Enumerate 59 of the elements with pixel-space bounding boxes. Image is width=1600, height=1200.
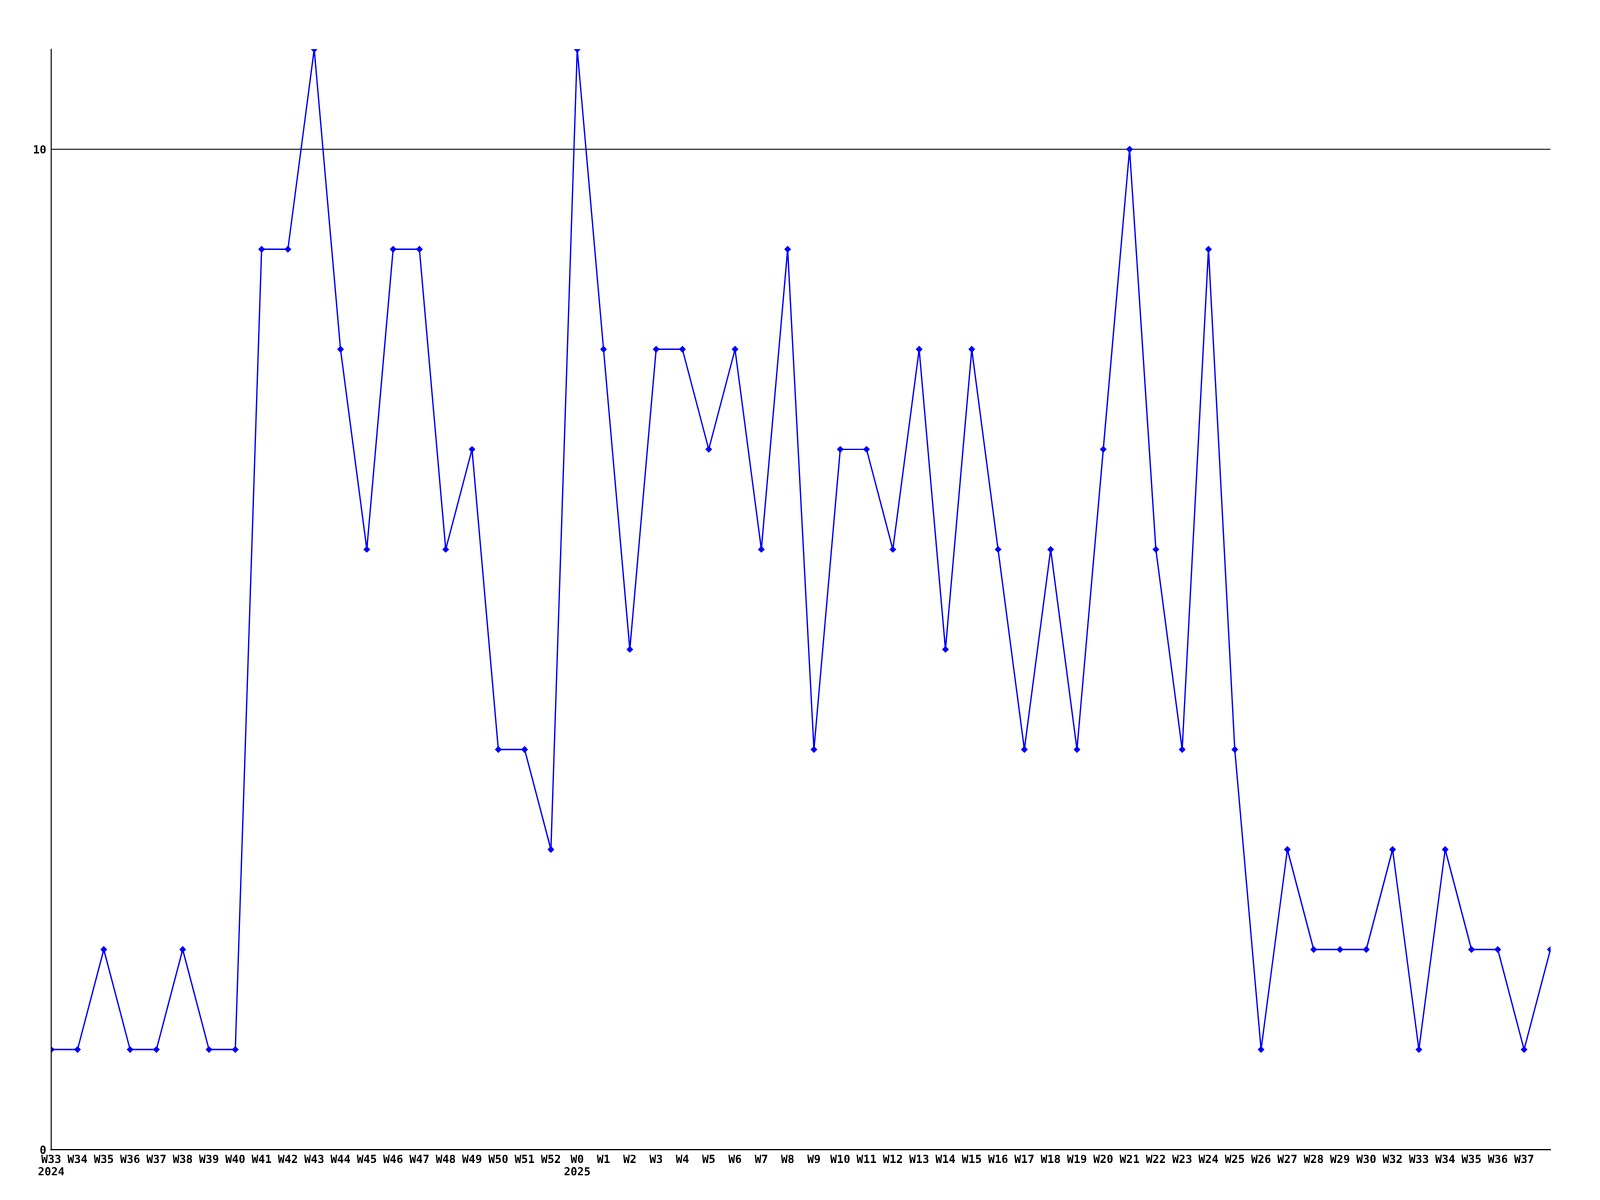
y-tick-label: 10 bbox=[33, 145, 46, 154]
x-tick-label: W52 bbox=[540, 1154, 561, 1164]
x-tick-label: W4 bbox=[675, 1154, 689, 1163]
x-tick-label: W3 bbox=[649, 1154, 663, 1164]
x-tick-label: W48 bbox=[435, 1154, 456, 1164]
x-tick-label: W41 bbox=[251, 1154, 272, 1163]
x-tick-label: W10 bbox=[830, 1154, 850, 1164]
x-tick-label: W39 bbox=[198, 1154, 219, 1164]
x-tick-label: W49 bbox=[461, 1154, 482, 1164]
x-tick-label: W38 bbox=[172, 1154, 193, 1164]
x-tick-label: W18 bbox=[1040, 1154, 1060, 1164]
x-tick-label: W14 bbox=[935, 1154, 955, 1163]
x-tick-label: W13 bbox=[909, 1154, 929, 1164]
x-tick-label: W11 bbox=[856, 1154, 877, 1163]
x-tick-label: W6 bbox=[728, 1154, 742, 1164]
x-tick-label: W28 bbox=[1303, 1154, 1324, 1164]
x-tick-label: W12 bbox=[882, 1154, 902, 1163]
x-tick-label: W46 bbox=[383, 1154, 403, 1164]
x-tick-label: W17 bbox=[1014, 1154, 1034, 1163]
x-tick-label: W37 bbox=[146, 1154, 166, 1164]
x-tick-label: W34 bbox=[67, 1154, 88, 1164]
x-tick-label: W51 bbox=[514, 1154, 535, 1164]
x-tick-label: W36 bbox=[120, 1154, 140, 1164]
x-tick-label: W50 bbox=[488, 1154, 508, 1164]
x-tick-label: W9 bbox=[807, 1154, 820, 1164]
x-tick-label: W1 bbox=[596, 1154, 610, 1163]
x-tick-label: W24 bbox=[1198, 1154, 1219, 1163]
x-tick-label: W35 bbox=[93, 1154, 114, 1164]
x-tick-label: W0 2025 bbox=[564, 1154, 590, 1176]
x-tick-label: W32 bbox=[1382, 1154, 1402, 1164]
x-tick-label: W44 bbox=[330, 1154, 351, 1163]
x-tick-label: W30 bbox=[1356, 1154, 1376, 1164]
x-tick-label: W21 bbox=[1119, 1154, 1140, 1163]
x-tick-label: W40 bbox=[225, 1154, 245, 1164]
x-tick-label: W7 bbox=[754, 1154, 768, 1163]
x-tick-label: W23 bbox=[1172, 1154, 1192, 1164]
x-tick-label: W25 bbox=[1224, 1154, 1245, 1164]
x-tick-label: W29 bbox=[1329, 1154, 1350, 1164]
x-tick-label: W43 bbox=[304, 1154, 324, 1164]
x-tick-label: W26 bbox=[1251, 1154, 1271, 1164]
x-tick-label: W15 bbox=[961, 1154, 982, 1164]
x-tick-label: W33 bbox=[1408, 1154, 1429, 1164]
x-tick-label: W42 bbox=[277, 1154, 298, 1163]
x-tick-label: W37 bbox=[1514, 1154, 1534, 1164]
x-tick-label: W5 bbox=[702, 1154, 715, 1164]
x-tick-label: W36 bbox=[1487, 1154, 1508, 1164]
x-tick-label: W35 bbox=[1461, 1154, 1481, 1164]
x-tick-label: W2 bbox=[623, 1154, 636, 1163]
x-tick-label: W20 bbox=[1093, 1154, 1113, 1164]
x-tick-label: W45 bbox=[356, 1154, 377, 1164]
x-tick-label: W47 bbox=[409, 1154, 429, 1163]
x-tick-label: W16 bbox=[988, 1154, 1008, 1164]
x-tick-label: W22 bbox=[1145, 1154, 1165, 1163]
x-tick-label: W34 bbox=[1435, 1154, 1455, 1164]
x-tick-label: W27 bbox=[1277, 1154, 1297, 1163]
y-tick-label: 0 bbox=[40, 1145, 46, 1154]
x-tick-label: W19 bbox=[1066, 1154, 1087, 1164]
x-tick-label: W33 2024 bbox=[38, 1154, 65, 1176]
x-tick-label: W8 bbox=[780, 1154, 794, 1164]
